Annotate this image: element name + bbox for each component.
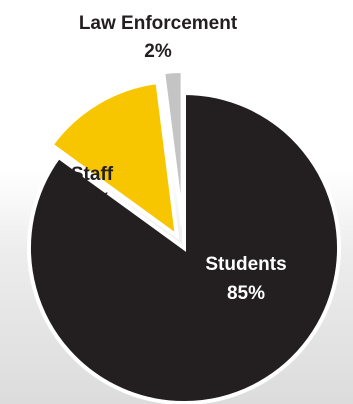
slice-label-students: Students (205, 254, 286, 275)
slice-value-staff: 13% (73, 190, 111, 211)
slice-value-students: 85% (227, 283, 265, 304)
slice-value-law-enforcement: 2% (144, 41, 172, 62)
slice-label-staff: Staff (71, 164, 114, 185)
slice-label-law-enforcement: Law Enforcement (79, 13, 238, 34)
pie-slice-staff (48, 79, 180, 241)
pie-slice-students (27, 90, 341, 404)
pie-slice-law-enforcement (160, 69, 185, 227)
